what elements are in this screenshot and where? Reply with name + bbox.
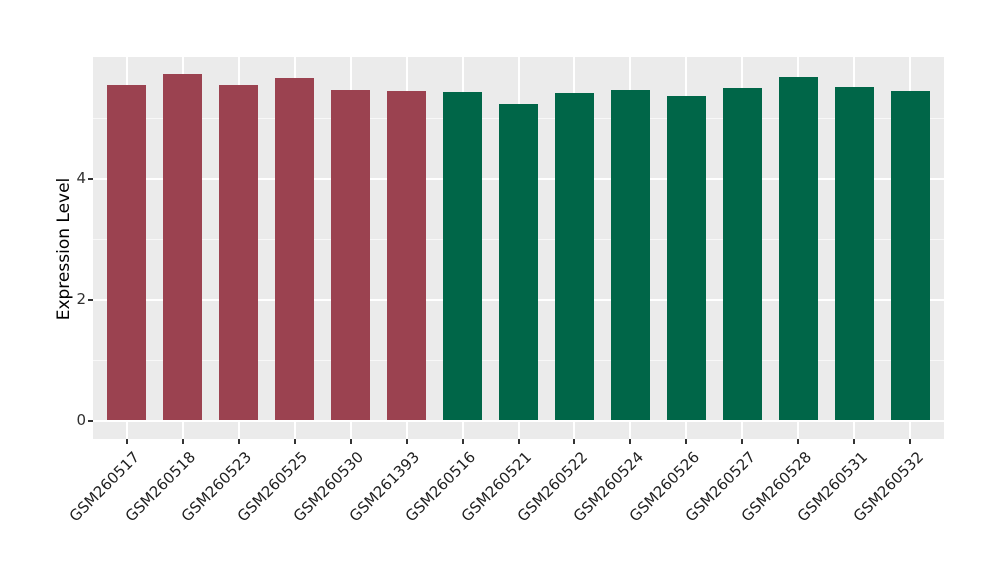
x-tick-mark [125,439,128,444]
y-tick-mark [88,298,93,301]
x-tick-mark [629,439,632,444]
bar-GSM260517 [107,84,147,421]
bar-GSM260526 [666,96,706,421]
bar-GSM260523 [219,85,259,421]
bar-GSM260527 [722,88,762,421]
x-tick-mark [461,439,464,444]
x-tick-mark [237,439,240,444]
x-tick-mark [517,439,520,444]
bar-GSM260528 [778,77,818,421]
x-tick-mark [741,439,744,444]
y-tick-mark [88,177,93,180]
x-tick-mark [685,439,688,444]
bar-GSM260525 [275,78,315,421]
y-tick-label: 4 [76,169,86,187]
bar-GSM260522 [554,93,594,421]
x-tick-mark [293,439,296,444]
bar-GSM260530 [331,90,371,421]
bar-GSM260518 [163,73,203,421]
x-tick-mark [181,439,184,444]
x-tick-mark [797,439,800,444]
bar-GSM260531 [834,86,874,421]
x-tick-mark [909,439,912,444]
y-major-gridline [93,419,944,422]
bar-GSM260524 [610,89,650,421]
bar-GSM260516 [443,91,482,421]
y-tick-label: 2 [76,290,86,308]
x-tick-mark [573,439,576,444]
y-tick-mark [88,419,93,422]
x-tick-mark [853,439,856,444]
bar-GSM261393 [387,91,427,421]
x-tick-mark [349,439,352,444]
x-tick-mark [405,439,408,444]
y-tick-label: 0 [76,411,86,429]
bar-GSM260521 [499,104,538,421]
bar-GSM260532 [890,90,930,421]
